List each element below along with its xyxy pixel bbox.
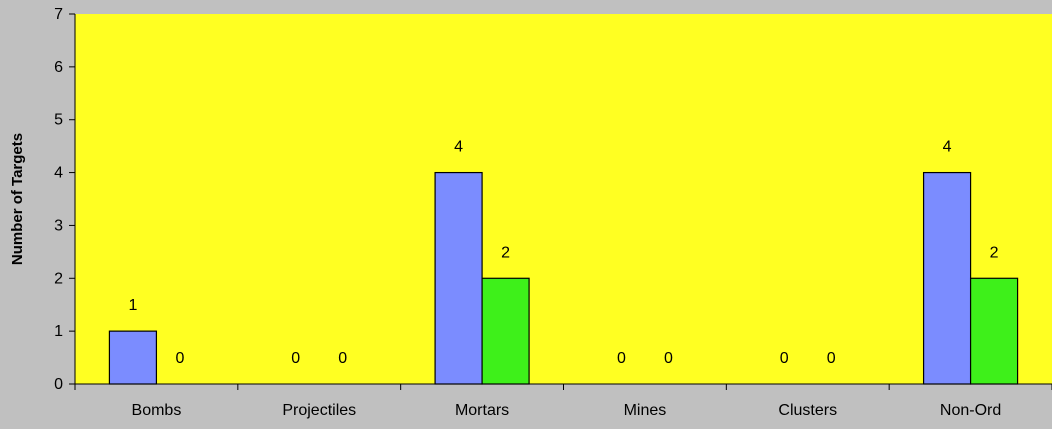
x-tick-label: Non-Ord (940, 402, 1001, 419)
y-tick-label: 4 (54, 165, 63, 182)
data-label: 2 (501, 244, 510, 261)
data-label: 0 (338, 350, 347, 367)
data-label: 0 (780, 350, 789, 367)
y-tick-label: 0 (54, 376, 63, 393)
y-tick-label: 2 (54, 270, 63, 287)
y-tick-label: 7 (54, 6, 63, 23)
data-label: 0 (664, 350, 673, 367)
bar (108, 330, 158, 385)
bar (481, 277, 530, 385)
bar (922, 171, 972, 385)
y-tick-label: 6 (54, 59, 63, 76)
y-tick-label: 5 (54, 112, 63, 129)
x-tick-label: Mortars (455, 402, 509, 419)
data-label: 0 (175, 350, 184, 367)
y-tick-label: 1 (54, 323, 63, 340)
x-tick-label: Bombs (132, 402, 182, 419)
data-label: 2 (990, 244, 999, 261)
data-label: 4 (943, 139, 952, 156)
x-tick-label: Clusters (778, 402, 837, 419)
x-tick-label: Projectiles (282, 402, 356, 419)
data-label: 1 (128, 297, 137, 314)
plot-area (75, 14, 1052, 384)
data-label: 0 (827, 350, 836, 367)
y-axis-label: Number of Targets (9, 133, 26, 265)
bar (434, 171, 483, 385)
bar (969, 277, 1019, 385)
data-label: 0 (291, 350, 300, 367)
data-label: 4 (454, 139, 463, 156)
data-label: 0 (617, 350, 626, 367)
x-tick-label: Mines (624, 402, 667, 419)
y-tick-label: 3 (54, 217, 63, 234)
